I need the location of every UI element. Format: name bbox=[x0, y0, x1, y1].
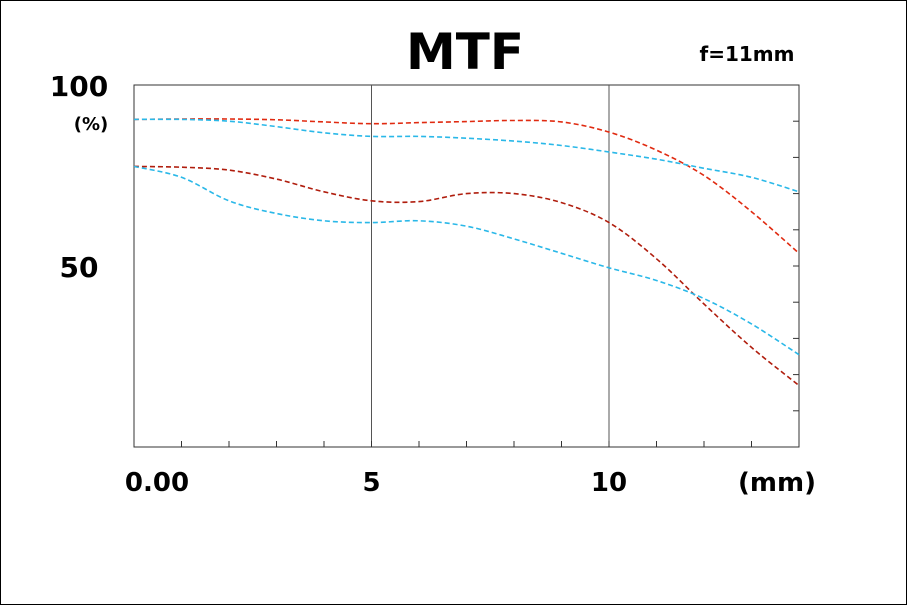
x-tick-label: 10 bbox=[591, 468, 627, 498]
chart-subtitle: f=11mm bbox=[700, 42, 795, 66]
x-tick-label: 0.00 bbox=[125, 468, 189, 498]
y-axis-label: (%) bbox=[74, 114, 109, 135]
x-tick-label: 5 bbox=[362, 468, 380, 498]
tick-labels: 100 50 0.00 5 10 bbox=[50, 70, 627, 498]
axis-ticks bbox=[181, 120, 799, 447]
x-axis-label: (mm) bbox=[738, 468, 816, 498]
y-tick-label: 100 bbox=[50, 70, 108, 103]
series-line-1 bbox=[133, 118, 800, 254]
series-line-3 bbox=[133, 165, 800, 387]
series-lines bbox=[133, 118, 800, 387]
series-line-4 bbox=[133, 165, 800, 356]
y-tick-label: 50 bbox=[60, 251, 99, 284]
chart-title: MTF bbox=[406, 23, 524, 81]
gridlines bbox=[371, 85, 610, 447]
series-line-2 bbox=[133, 118, 800, 193]
plot-area bbox=[133, 84, 800, 448]
